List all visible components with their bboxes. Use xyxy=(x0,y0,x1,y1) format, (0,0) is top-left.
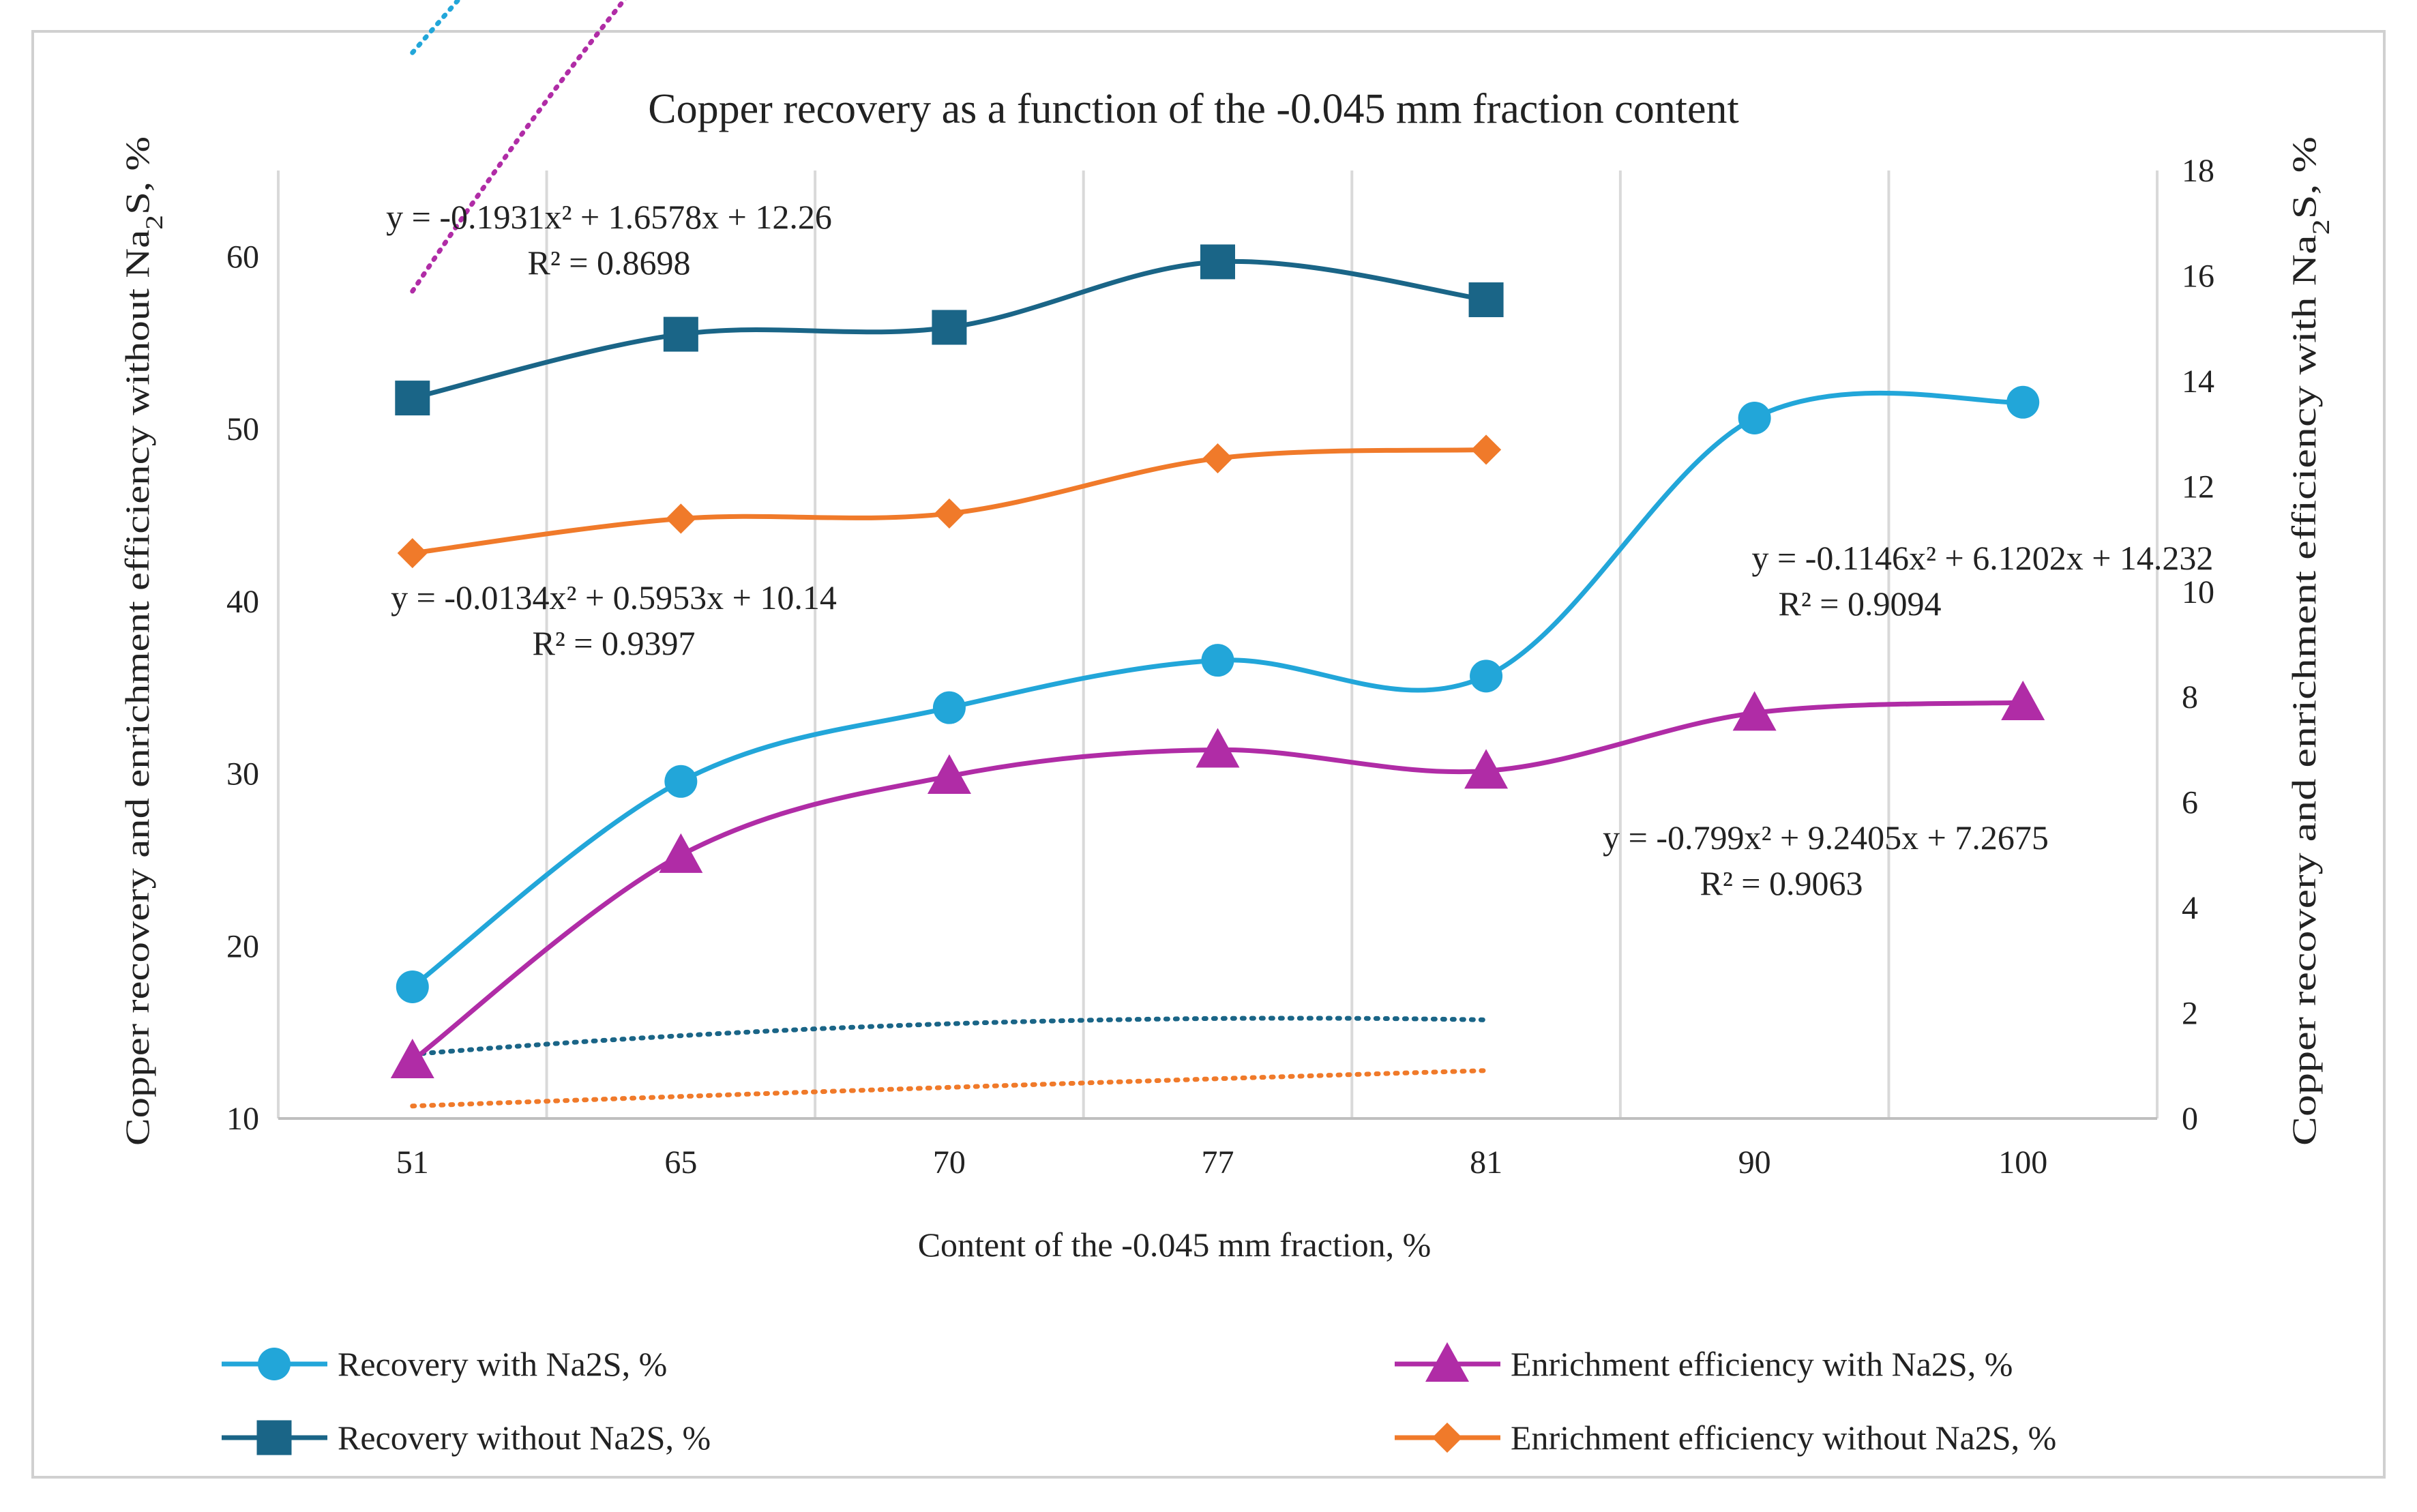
y-right-tick-label: 14 xyxy=(2182,364,2214,400)
y-left-tick-label: 30 xyxy=(226,756,259,792)
data-point xyxy=(927,754,971,795)
trendline-equation: y = -0.0134x² + 0.5953x + 10.14 xyxy=(391,578,837,617)
legend-entry: Enrichment efficiency with Na2S, % xyxy=(1511,1345,2013,1383)
data-point xyxy=(1470,659,1503,693)
trendline-r-squared: R² = 0.9094 xyxy=(1778,584,1941,623)
data-point xyxy=(1738,401,1771,434)
y-right-tick-label: 16 xyxy=(2182,258,2214,294)
legend-marker xyxy=(258,1348,291,1380)
data-point xyxy=(2001,680,2045,720)
x-tick-label: 81 xyxy=(1470,1144,1502,1181)
y-right-tick-label: 10 xyxy=(2182,574,2214,610)
trendlines xyxy=(410,0,1489,1109)
legend-marker xyxy=(1425,1342,1469,1382)
data-point xyxy=(395,381,430,416)
data-point xyxy=(659,833,703,873)
trendline-equation: y = -0.799x² + 9.2405x + 7.2675 xyxy=(1603,818,2049,857)
y-left-tick-label: 50 xyxy=(226,411,259,447)
gridlines xyxy=(277,171,2159,1118)
y-right-tick-label: 0 xyxy=(2182,1101,2198,1137)
legend-entry: Recovery without Na2S, % xyxy=(338,1419,711,1457)
data-point xyxy=(397,537,428,569)
trendline xyxy=(410,1016,1489,1057)
trendline-r-squared: R² = 0.8698 xyxy=(527,243,690,282)
y-right-tick-label: 2 xyxy=(2182,996,2198,1032)
y-left-tick-label: 20 xyxy=(226,928,259,964)
y-left-tick-label: 40 xyxy=(226,584,259,620)
y-right-tick-label: 18 xyxy=(2182,153,2214,189)
legend-marker xyxy=(256,1420,292,1455)
data-point xyxy=(390,1039,434,1079)
x-tick-label: 77 xyxy=(1202,1144,1234,1181)
x-tick-label: 65 xyxy=(664,1144,697,1181)
data-point xyxy=(663,316,698,352)
data-point xyxy=(2006,385,2040,419)
x-tick-label: 70 xyxy=(933,1144,966,1181)
data-point xyxy=(1201,644,1234,677)
trendline-equation: y = -0.1931x² + 1.6578x + 12.26 xyxy=(386,198,832,236)
y-right-tick-label: 8 xyxy=(2182,679,2198,715)
x-tick-label: 90 xyxy=(1738,1144,1771,1181)
axes: 51 65 70 77 81 90 100 10 20 30 40 50 60 0 2 4 6 8 10 12 14 16… xyxy=(226,153,2214,1181)
x-tick-label: 51 xyxy=(396,1144,429,1181)
data-point xyxy=(666,503,696,534)
data-point xyxy=(1464,749,1509,789)
data-point xyxy=(1202,443,1233,474)
y-right-tick-label: 6 xyxy=(2182,785,2198,821)
y-right-tick-label: 12 xyxy=(2182,469,2214,505)
trendline xyxy=(410,1068,1489,1109)
trendline-r-squared: R² = 0.9063 xyxy=(1700,864,1863,902)
x-tick-label: 100 xyxy=(1998,1144,2047,1181)
data-point xyxy=(1196,728,1240,768)
legend-entry: Enrichment efficiency without Na2S, % xyxy=(1511,1419,2056,1457)
trendline-r-squared: R² = 0.9397 xyxy=(532,624,695,662)
y-left-tick-label: 60 xyxy=(226,239,259,275)
data-point xyxy=(934,498,965,529)
data-point xyxy=(932,691,966,724)
data-point xyxy=(664,765,698,798)
data-point xyxy=(1732,691,1777,731)
legend-marker xyxy=(1432,1422,1463,1453)
x-axis-title: Content of the -0.045 mm fraction, % xyxy=(918,1226,1432,1264)
annotations: y = -0.1931x² + 1.6578x + 12.26 R² = 0.86… xyxy=(386,198,2213,902)
data-point xyxy=(1468,282,1504,318)
data-point xyxy=(932,310,967,345)
data-point xyxy=(396,970,429,1003)
y-right-tick-label: 4 xyxy=(2182,890,2198,926)
legend: Recovery with Na2S, % Enrichment efficien… xyxy=(222,1342,2056,1457)
y-left-tick-label: 10 xyxy=(226,1101,259,1137)
data-point xyxy=(1470,434,1502,465)
data-point xyxy=(1200,244,1235,280)
chart-title: Copper recovery as a function of the -0.… xyxy=(648,86,1738,132)
data-series xyxy=(390,244,2045,1079)
legend-entry: Recovery with Na2S, % xyxy=(338,1345,667,1383)
trendline-equation: y = -0.1146x² + 6.1202x + 14.232 xyxy=(1752,539,2214,577)
